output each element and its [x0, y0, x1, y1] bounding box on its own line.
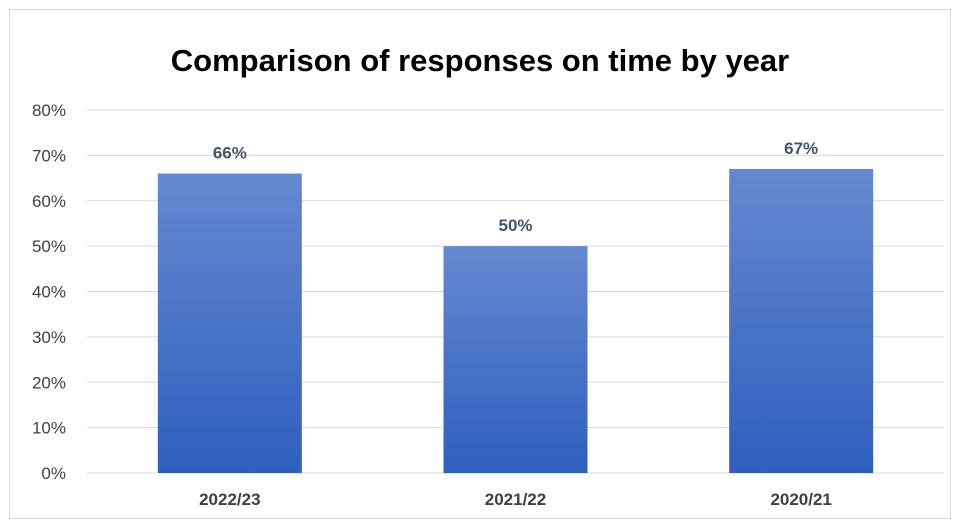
- x-tick-label: 2020/21: [770, 490, 831, 509]
- bar: [157, 173, 302, 473]
- chart-title: Comparison of responses on time by year: [171, 43, 789, 78]
- y-tick-label: 10%: [32, 419, 66, 438]
- data-labels: 66% 50% 67%: [213, 139, 818, 235]
- data-label: 67%: [784, 139, 818, 158]
- y-tick-label: 20%: [32, 373, 66, 392]
- y-tick-label: 30%: [32, 328, 66, 347]
- y-tick-label: 60%: [32, 192, 66, 211]
- x-tick-label: 2022/23: [199, 490, 260, 509]
- y-tick-label: 0%: [41, 464, 66, 483]
- bars: [157, 168, 874, 474]
- y-tick-label: 50%: [32, 237, 66, 256]
- x-tick-label: 2021/22: [485, 490, 546, 509]
- data-label: 50%: [498, 216, 532, 235]
- y-tick-label: 80%: [32, 101, 66, 120]
- bar: [443, 246, 588, 473]
- x-axis-ticks: 2022/23 2021/22 2020/21: [199, 490, 832, 509]
- y-axis-ticks: 0% 10% 20% 30% 40% 50% 60% 70% 80%: [32, 101, 66, 483]
- y-tick-label: 70%: [32, 146, 66, 165]
- data-label: 66%: [213, 144, 247, 163]
- bar: [729, 168, 874, 474]
- y-tick-label: 40%: [32, 283, 66, 302]
